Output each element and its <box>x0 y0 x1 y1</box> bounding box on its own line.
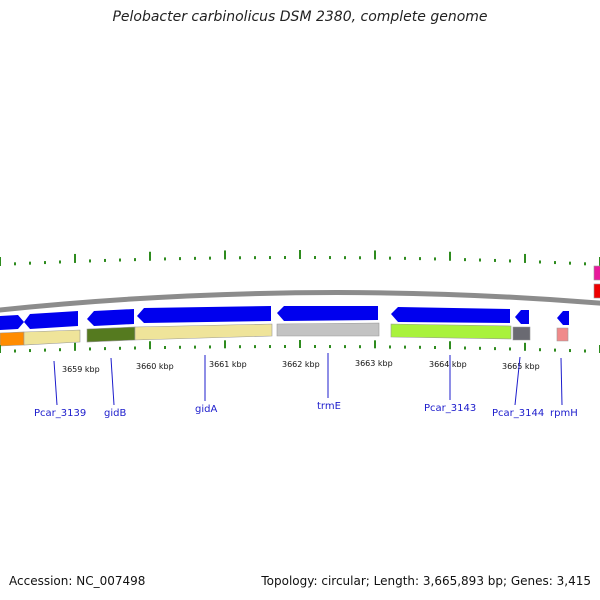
edge-block-red <box>593 283 600 299</box>
kbp-label-3665: 3665 kbp <box>502 362 540 371</box>
gene-arrow-pcar-3143[interactable] <box>391 307 510 323</box>
leader-pcar-3144 <box>514 356 521 406</box>
kbp-label-3660: 3660 kbp <box>136 362 174 371</box>
inner-tick-ring <box>0 340 600 353</box>
kbp-label-3662: 3662 kbp <box>282 360 320 369</box>
cog-block-rpmh <box>556 327 569 342</box>
gene-arrow-pcar-3139-left[interactable] <box>0 315 24 330</box>
gene-arrow-pcar-3144[interactable] <box>515 310 529 324</box>
map-title: Pelobacter carbinolicus DSM 2380, comple… <box>112 9 488 25</box>
cog-block-orange <box>0 331 25 347</box>
kbp-label-3664: 3664 kbp <box>429 360 467 369</box>
kbp-label-3659: 3659 kbp <box>62 365 100 374</box>
gene-arrow-rpmh[interactable] <box>557 311 569 325</box>
cog-block-gida <box>134 323 273 341</box>
genome-backbone <box>0 290 600 313</box>
kbp-label-3661: 3661 kbp <box>209 360 247 369</box>
kbp-label-3663: 3663 kbp <box>355 359 393 368</box>
gene-arrow-gidb[interactable] <box>87 309 134 326</box>
edge-block-magenta <box>593 265 600 281</box>
cog-block-pcar-3144 <box>512 326 531 341</box>
gene-label-gidb[interactable]: gidB <box>104 408 126 419</box>
gene-label-pcar-3144[interactable]: Pcar_3144 <box>492 408 544 419</box>
genome-summary-text: Topology: circular; Length: 3,665,893 bp… <box>261 574 591 588</box>
accession-text: Accession: NC_007498 <box>9 574 146 588</box>
gene-label-rpmh[interactable]: rpmH <box>550 408 578 419</box>
leader-gidb <box>110 357 115 406</box>
cog-block-trme <box>276 322 380 337</box>
gene-label-trme[interactable]: trmE <box>317 401 341 412</box>
gene-arrow-pcar-3139[interactable] <box>24 311 78 329</box>
gene-label-pcar-3143[interactable]: Pcar_3143 <box>424 403 476 414</box>
cog-block-pcar-3143 <box>390 323 512 340</box>
outer-tick-ring <box>0 250 600 266</box>
leader-rpmh <box>560 357 563 406</box>
gene-label-pcar-3139[interactable]: Pcar_3139 <box>34 408 86 419</box>
gene-arrow-trme[interactable] <box>277 306 378 321</box>
cog-block-gidb <box>86 326 136 343</box>
cog-block-pcar-3139 <box>23 329 81 346</box>
gene-label-gida[interactable]: gidA <box>195 404 217 415</box>
gene-arrow-gida[interactable] <box>137 306 271 323</box>
leader-pcar-3139 <box>53 360 58 406</box>
